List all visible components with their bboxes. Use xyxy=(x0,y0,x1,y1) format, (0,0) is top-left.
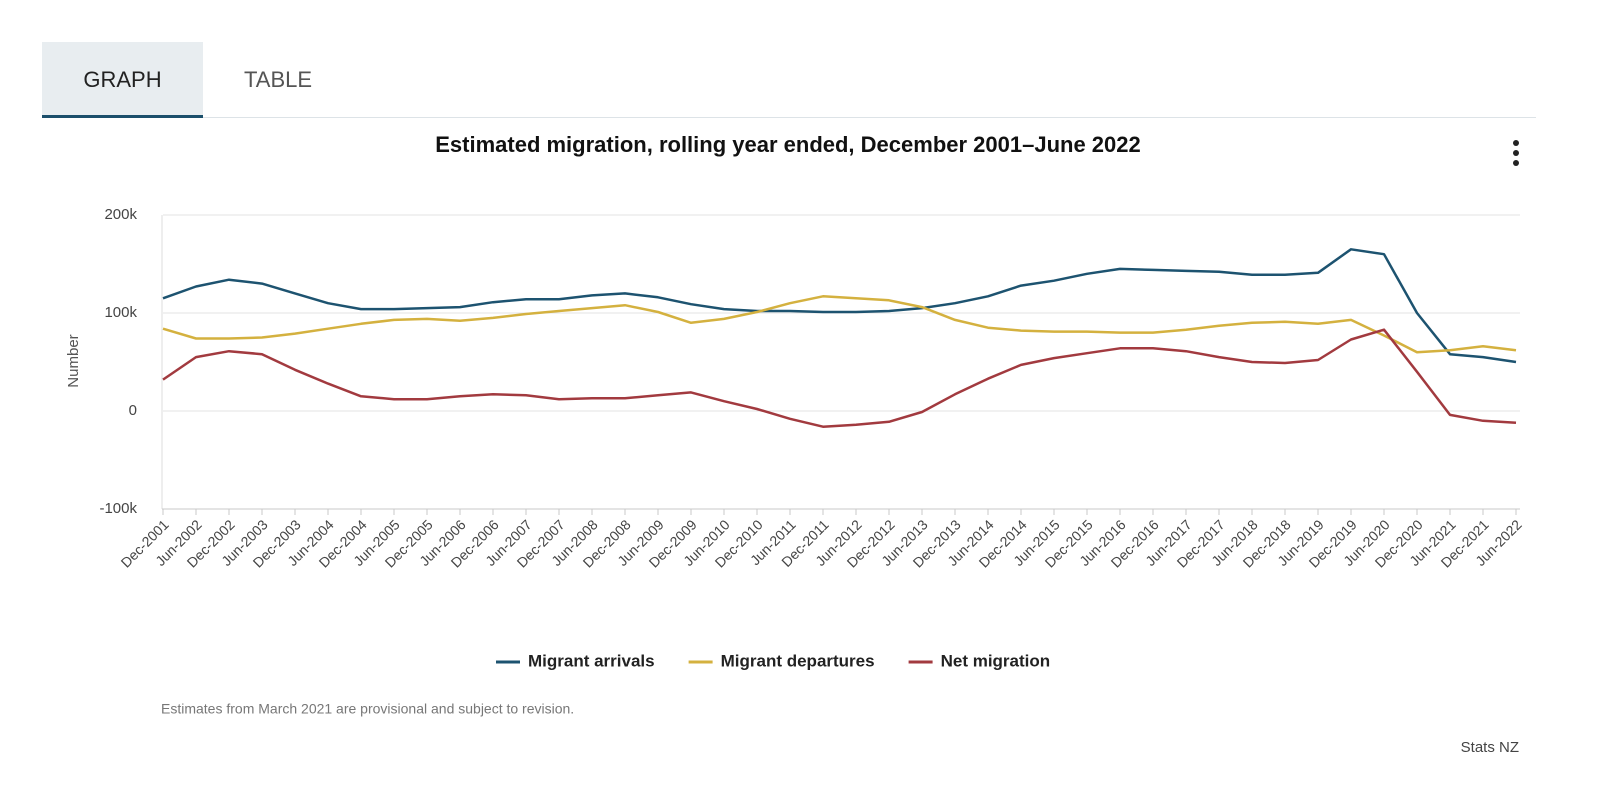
legend-label: Net migration xyxy=(941,651,1051,670)
series-line xyxy=(162,328,1517,428)
tab-graph[interactable]: GRAPH xyxy=(42,42,203,118)
legend-item[interactable]: Migrant arrivals xyxy=(496,651,655,670)
note: Estimates from March 2021 are provisiona… xyxy=(161,701,574,717)
menu-button[interactable] xyxy=(1513,140,1519,166)
menu-dot xyxy=(1513,160,1519,166)
legend: Migrant arrivals Migrant departures Net mi… xyxy=(496,651,1050,670)
tab-bar: GRAPH TABLE xyxy=(42,42,1536,118)
tab-table[interactable]: TABLE xyxy=(243,67,313,92)
legend-item[interactable]: Net migration xyxy=(908,651,1051,670)
y-axis-label: Number xyxy=(65,334,82,387)
legend-item[interactable]: Migrant departures xyxy=(688,651,875,670)
menu-dot xyxy=(1513,150,1519,156)
y-tick-label: 200k xyxy=(104,206,137,223)
chart-title: Estimated migration, rolling year ended,… xyxy=(435,132,1141,157)
menu-dot xyxy=(1513,140,1519,146)
y-tick-label: 0 xyxy=(129,402,137,419)
legend-label: Migrant departures xyxy=(721,651,875,670)
y-tick-label: 100k xyxy=(104,304,137,321)
series-line xyxy=(162,248,1517,364)
legend-label: Migrant arrivals xyxy=(528,651,655,670)
series-line xyxy=(162,295,1517,354)
credit: Stats NZ xyxy=(1461,739,1519,756)
y-tick-label: -100k xyxy=(99,500,137,517)
